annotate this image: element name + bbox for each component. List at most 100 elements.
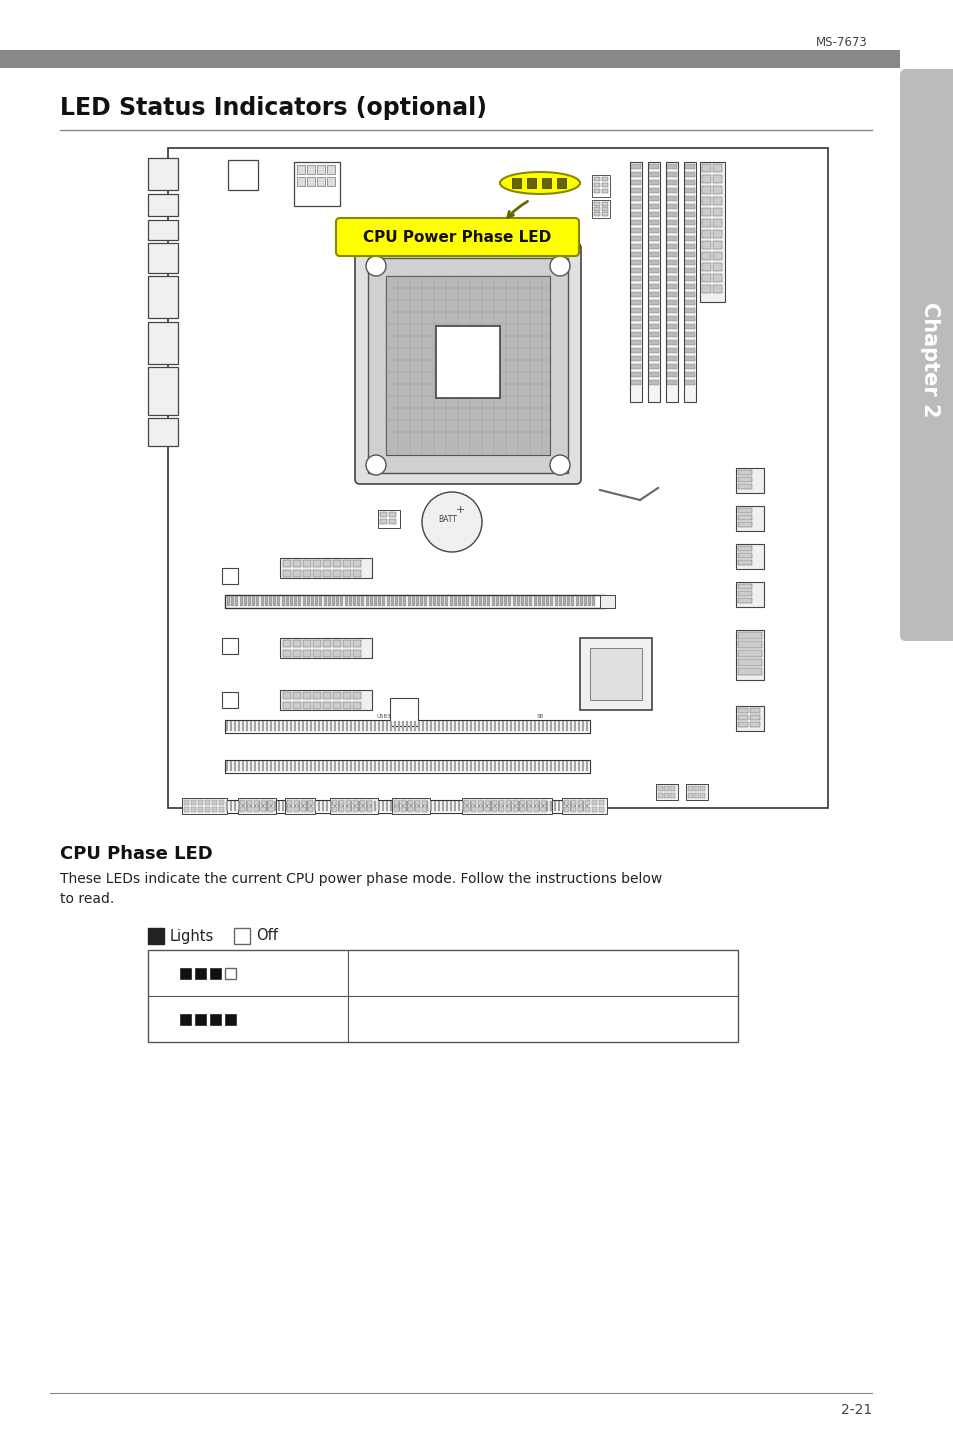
Bar [738, 508, 751, 513]
Bar [663, 786, 668, 790]
Bar [517, 760, 520, 770]
Bar [630, 292, 640, 296]
Bar [280, 639, 372, 657]
Bar [738, 659, 761, 666]
Bar [367, 808, 372, 812]
Bar [683, 162, 696, 402]
Bar [346, 800, 348, 811]
Bar [630, 372, 640, 377]
Bar [426, 760, 428, 770]
Bar [434, 800, 436, 811]
Bar [478, 596, 481, 606]
Bar [327, 165, 335, 175]
Bar [359, 800, 365, 805]
Bar [648, 252, 659, 256]
Bar [433, 596, 436, 606]
Bar [353, 650, 360, 657]
Bar [494, 760, 496, 770]
Bar [648, 276, 659, 281]
Bar [290, 760, 293, 770]
Bar [712, 165, 721, 172]
Bar [712, 186, 721, 193]
Bar [666, 252, 677, 256]
Bar [521, 760, 524, 770]
Bar [294, 596, 297, 606]
Bar [463, 800, 469, 805]
Bar [412, 596, 415, 606]
Bar [666, 299, 677, 305]
Bar [381, 720, 384, 730]
Bar [353, 570, 360, 577]
Bar [226, 760, 229, 770]
Bar [530, 800, 532, 811]
Bar [594, 208, 599, 211]
Bar [247, 800, 252, 805]
Bar [184, 800, 189, 805]
Bar [665, 162, 678, 402]
Bar [565, 720, 568, 730]
Bar [317, 760, 320, 770]
Bar [266, 760, 268, 770]
Bar [337, 800, 340, 811]
Bar [346, 760, 348, 770]
Bar [326, 800, 328, 811]
Bar [738, 477, 751, 483]
Bar [301, 800, 306, 805]
Bar [401, 720, 404, 730]
Bar [306, 760, 308, 770]
Bar [454, 720, 456, 730]
Bar [353, 596, 355, 606]
Bar [374, 596, 376, 606]
Bar [414, 800, 416, 811]
Bar [481, 800, 484, 811]
Bar [310, 720, 313, 730]
Bar [666, 203, 677, 209]
Bar [701, 175, 710, 183]
Bar [545, 800, 548, 811]
Bar [266, 720, 268, 730]
Bar [598, 808, 603, 812]
Bar [601, 202, 607, 206]
Bar [270, 800, 273, 811]
Bar [290, 596, 293, 606]
Bar [477, 808, 482, 812]
Bar [630, 316, 640, 321]
Text: +: + [456, 505, 465, 516]
Bar [666, 243, 677, 249]
Bar [212, 808, 216, 812]
Bar [277, 720, 280, 730]
Bar [406, 800, 408, 811]
Bar [313, 570, 320, 577]
Bar [666, 221, 677, 225]
Text: CPU is in 4 phase power mode.: CPU is in 4 phase power mode. [361, 1012, 577, 1025]
Bar [494, 800, 496, 811]
Bar [666, 261, 677, 265]
Bar [446, 760, 448, 770]
Bar [648, 268, 659, 274]
Bar [666, 324, 677, 329]
Bar [244, 596, 247, 606]
Bar [684, 188, 695, 193]
Bar [322, 760, 324, 770]
Bar [286, 720, 288, 730]
Bar [569, 760, 572, 770]
Bar [219, 800, 224, 805]
Bar [648, 180, 659, 185]
Bar [365, 596, 368, 606]
Bar [386, 760, 388, 770]
Bar [457, 596, 460, 606]
Bar [497, 720, 500, 730]
Bar [477, 720, 480, 730]
Bar [212, 800, 216, 805]
Bar [534, 800, 536, 811]
Bar [584, 800, 589, 805]
Bar [379, 518, 387, 524]
Bar [579, 596, 582, 606]
Bar [253, 808, 258, 812]
Bar [346, 720, 348, 730]
Bar [222, 639, 237, 654]
Bar [343, 560, 351, 567]
Bar [648, 299, 659, 305]
Bar [533, 596, 536, 606]
Bar [394, 720, 396, 730]
